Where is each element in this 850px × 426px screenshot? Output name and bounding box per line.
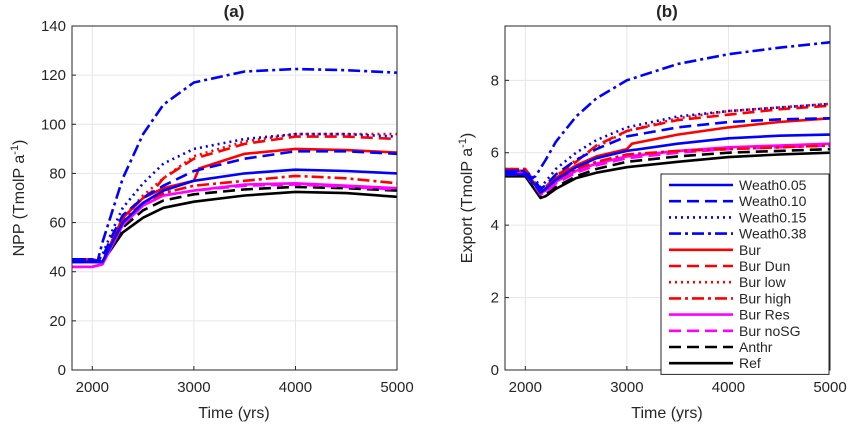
y-tick-label-b: 6	[491, 145, 499, 162]
x-tick-label-a: 3000	[177, 379, 210, 396]
series-line-weath0-15-b	[505, 102, 831, 189]
panel-a: 2000 3000 4000 5000 0 20 40 60 80 100 120 140 (a) T…	[9, 2, 414, 422]
series-line-weath0-05-b	[505, 133, 831, 194]
x-axis-label-b: Time (yrs)	[631, 405, 702, 422]
legend-label: Ref	[739, 355, 761, 371]
x-tick-label-b: 4000	[712, 379, 745, 396]
legend-label: Bur high	[739, 290, 791, 306]
y-axis-label-end-a: )	[11, 140, 28, 145]
series-line-weath0-05-a	[72, 168, 398, 264]
y-axis-label-b: Export (TmolP a-1)	[457, 133, 476, 263]
y-axis-label-a: NPP (TmolP a-1)	[9, 140, 28, 257]
y-tick-label-b: 0	[491, 362, 499, 379]
y-tick-label-a: 80	[49, 165, 66, 182]
legend-label: Weath0.05	[739, 177, 807, 193]
legend-label: Weath0.10	[739, 193, 807, 209]
y-tick-label-a: 0	[58, 362, 66, 379]
x-tick-label-b: 5000	[813, 379, 846, 396]
legend-label: Bur Res	[739, 307, 790, 323]
series-layer-a	[72, 67, 398, 269]
legend-label: Bur low	[739, 274, 787, 290]
y-tick-label-b: 4	[491, 217, 499, 234]
ticks-b: 2000 3000 4000 5000 0 2 4 6 8	[491, 72, 847, 396]
x-tick-label-a: 2000	[76, 379, 109, 396]
y-axis-label-sup-a: -1	[9, 145, 21, 155]
y-tick-label-a: 60	[49, 215, 66, 232]
panel-title-a: (a)	[224, 2, 245, 21]
y-tick-label-b: 2	[491, 290, 499, 307]
legend-label: Bur	[739, 242, 761, 258]
legend-label: Weath0.15	[739, 209, 807, 225]
legend-label: Weath0.38	[739, 226, 807, 242]
y-tick-label-a: 140	[41, 18, 66, 35]
y-tick-label-a: 40	[49, 264, 66, 281]
panel-b: 2000 3000 4000 5000 0 2 4 6 8 (b) Time (yrs) Exp…	[457, 2, 847, 422]
series-layer-b	[505, 41, 831, 200]
x-tick-label-b: 2000	[509, 379, 542, 396]
legend: Weath0.05Weath0.10Weath0.15Weath0.38BurB…	[660, 173, 830, 375]
y-tick-label-a: 100	[41, 116, 66, 133]
y-axis-label-sup-b: -1	[457, 138, 469, 148]
legend-label: Anthr	[739, 339, 773, 355]
x-tick-label-a: 5000	[380, 379, 413, 396]
axes-frame-a	[71, 25, 398, 371]
legend-box	[660, 173, 830, 375]
x-axis-label-a: Time (yrs)	[198, 405, 269, 422]
y-axis-label-end-b: )	[459, 133, 476, 138]
y-axis-label-main-b: Export (TmolP a	[459, 148, 476, 263]
legend-label: Bur Dun	[739, 258, 790, 274]
y-tick-label-a: 120	[41, 67, 66, 84]
series-line-bur-dun-a	[72, 135, 398, 264]
panel-title-b: (b)	[656, 2, 678, 21]
y-tick-label-b: 8	[491, 72, 499, 89]
legend-label: Bur noSG	[739, 323, 800, 339]
y-axis-label-main-a: NPP (TmolP a	[11, 155, 28, 257]
ticks-a: 2000 3000 4000 5000 0 20 40 60 80 100 120 140	[41, 18, 414, 396]
x-tick-label-b: 3000	[610, 379, 643, 396]
y-tick-label-a: 20	[49, 313, 66, 330]
x-tick-label-a: 4000	[279, 379, 312, 396]
series-line-bur-res-a	[72, 182, 398, 269]
